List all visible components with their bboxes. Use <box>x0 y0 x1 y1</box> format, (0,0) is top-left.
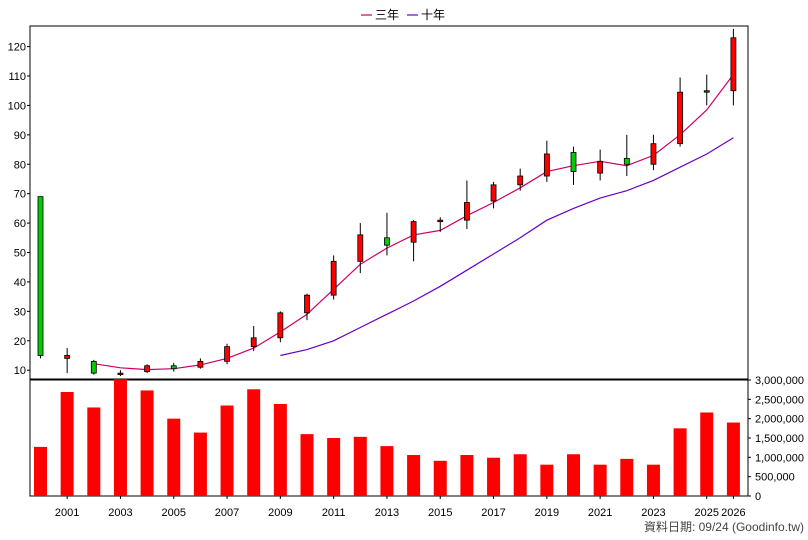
volume-tick-label: 2,500,000 <box>755 394 804 406</box>
candle-body <box>437 219 444 223</box>
volume-bar <box>273 403 287 496</box>
data-source-credit: 資料日期: 09/24 (Goodinfo.tw) <box>644 520 804 534</box>
volume-bar <box>487 457 501 496</box>
price-tick-label: 60 <box>14 218 26 230</box>
volume-bar <box>34 446 47 496</box>
x-tick-label: 2005 <box>162 507 186 519</box>
candle-body <box>64 355 71 359</box>
candle-body <box>543 153 550 177</box>
volume-tick-label: 3,000,000 <box>755 375 804 387</box>
volume-tick-label: 500,000 <box>755 472 795 484</box>
price-tick-label: 30 <box>14 306 26 318</box>
axes <box>27 25 751 499</box>
volume-bars <box>34 379 740 496</box>
candle-body <box>304 294 310 314</box>
volume-tick-label: 1,500,000 <box>755 433 804 445</box>
legend-ma3-label: 三年 <box>375 8 399 22</box>
candle-body <box>330 260 337 296</box>
candle-body <box>463 202 470 221</box>
volume-bar <box>460 455 474 496</box>
x-tick-label: 2015 <box>428 507 452 519</box>
volume-bar <box>220 405 234 496</box>
price-tick-label: 100 <box>8 100 26 112</box>
candle-body <box>597 160 604 174</box>
candle-body <box>144 365 151 373</box>
x-tick-label: 2025 <box>695 507 719 519</box>
candle-body <box>570 152 577 173</box>
candle-body <box>384 237 390 246</box>
x-tick-label: 2013 <box>375 507 399 519</box>
candle-body <box>250 337 257 348</box>
volume-bar <box>140 390 154 496</box>
volume-bar <box>567 454 580 496</box>
candle-body <box>730 37 737 92</box>
volume-bar <box>726 422 740 496</box>
volume-bar <box>87 407 101 496</box>
candle-body <box>90 360 97 374</box>
x-tick-label: 2007 <box>215 507 239 519</box>
volume-bar <box>193 432 207 496</box>
price-tick-label: 70 <box>14 189 26 201</box>
x-tick-label: 2023 <box>641 507 665 519</box>
x-tick-label: 2009 <box>268 507 292 519</box>
volume-bar <box>433 460 447 496</box>
volume-bar <box>300 434 314 496</box>
volume-bar <box>620 458 634 496</box>
volume-bar <box>167 418 181 496</box>
x-tick-label: 2021 <box>588 507 612 519</box>
candle-body <box>197 360 204 368</box>
volume-tick-label: 1,000,000 <box>755 452 804 464</box>
volume-bar <box>673 428 687 496</box>
volume-bar <box>540 464 554 496</box>
volume-bar <box>353 436 367 496</box>
candle-body <box>490 184 497 202</box>
candle-body <box>677 91 683 145</box>
price-tick-label: 120 <box>8 42 26 54</box>
x-tick-label: 2001 <box>55 507 79 519</box>
price-tick-label: 10 <box>14 365 26 377</box>
x-tick-label: 2011 <box>322 507 346 519</box>
price-tick-label: 40 <box>14 277 26 289</box>
x-tick-label: 2017 <box>481 507 505 519</box>
volume-bar <box>700 412 714 496</box>
volume-bar <box>247 389 261 496</box>
price-tick-label: 80 <box>14 159 26 171</box>
x-tick-label: 2019 <box>535 507 559 519</box>
candle-body <box>277 312 284 339</box>
legend-ma10-label: 十年 <box>421 8 445 22</box>
ma10-line <box>280 137 734 357</box>
candle-body <box>37 196 44 356</box>
volume-bar <box>380 446 394 496</box>
volume-bar <box>513 454 527 496</box>
price-tick-label: 20 <box>14 336 26 348</box>
candle-body <box>623 157 630 165</box>
volume-tick-label: 2,000,000 <box>755 414 804 426</box>
volume-bar <box>646 464 660 496</box>
price-candles <box>37 28 737 377</box>
price-tick-label: 90 <box>14 130 26 142</box>
volume-bar <box>407 455 421 496</box>
legend: 三年 十年 <box>361 8 445 22</box>
price-tick-label: 110 <box>8 71 26 83</box>
candle-body <box>117 372 124 376</box>
candle-body <box>170 365 177 370</box>
candle-body <box>410 221 417 243</box>
candle-body <box>703 90 710 93</box>
volume-bar <box>113 379 127 496</box>
candle-body <box>650 143 657 165</box>
price-tick-label: 50 <box>14 248 26 260</box>
volume-bar <box>60 391 74 496</box>
x-tick-label: 2026 <box>721 507 745 519</box>
volume-bar <box>327 438 341 496</box>
candle-body <box>517 175 524 186</box>
price-panel-frame <box>29 25 749 380</box>
volume-tick-label: 0 <box>755 491 761 503</box>
volume-bar <box>593 464 607 496</box>
candle-body <box>357 234 364 262</box>
tick-labels: 10 20 30 40 50 60 70 80 90 100 110 120 0 500,000 1,000… <box>8 42 804 519</box>
x-tick-label: 2003 <box>108 507 132 519</box>
candle-body <box>224 346 230 362</box>
